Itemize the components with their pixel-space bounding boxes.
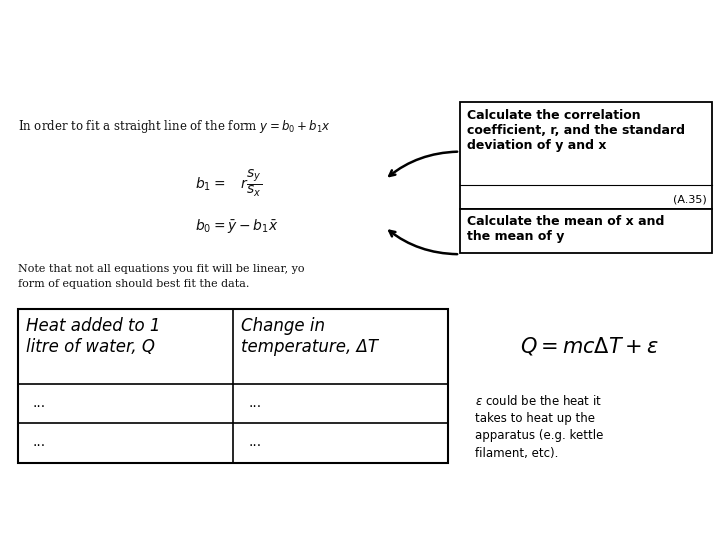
Bar xyxy=(18,309,448,463)
Text: filament, etc).: filament, etc). xyxy=(475,447,559,461)
Text: Calculate the correlation
coefficient, r, and the standard
deviation of y and x: Calculate the correlation coefficient, r… xyxy=(467,109,685,152)
Text: (A.35): (A.35) xyxy=(673,194,707,205)
Bar xyxy=(460,210,712,253)
Text: apparatus (e.g. kettle: apparatus (e.g. kettle xyxy=(475,429,603,442)
Text: Note that not all equations you fit will be linear, yo: Note that not all equations you fit will… xyxy=(18,264,305,274)
Text: Fitting straight lines: Fitting straight lines xyxy=(181,23,539,57)
Text: Calculate the mean of x and
the mean of y: Calculate the mean of x and the mean of … xyxy=(467,215,665,244)
Text: Change in
temperature, ΔT: Change in temperature, ΔT xyxy=(241,317,378,356)
Text: In order to fit a straight line of the form $y = b_0 + b_1 x$: In order to fit a straight line of the f… xyxy=(18,118,330,135)
Text: ...: ... xyxy=(248,396,261,410)
Bar xyxy=(460,102,712,210)
Text: $b_0 = \bar{y} - b_1\bar{x}$: $b_0 = \bar{y} - b_1\bar{x}$ xyxy=(195,217,279,235)
Text: ...: ... xyxy=(33,435,46,449)
Text: Heat added to 1
litre of water, Q: Heat added to 1 litre of water, Q xyxy=(26,317,161,356)
Text: $b_1 = \quad r\dfrac{s_y}{s_x}$: $b_1 = \quad r\dfrac{s_y}{s_x}$ xyxy=(195,167,262,199)
Text: form of equation should best fit the data.: form of equation should best fit the dat… xyxy=(18,279,249,289)
Text: ...: ... xyxy=(33,396,46,410)
Text: ...: ... xyxy=(248,435,261,449)
Text: $\varepsilon$ could be the heat it: $\varepsilon$ could be the heat it xyxy=(475,394,602,408)
Text: $Q = mc\Delta T + \varepsilon$: $Q = mc\Delta T + \varepsilon$ xyxy=(521,335,660,357)
Text: takes to heat up the: takes to heat up the xyxy=(475,411,595,424)
